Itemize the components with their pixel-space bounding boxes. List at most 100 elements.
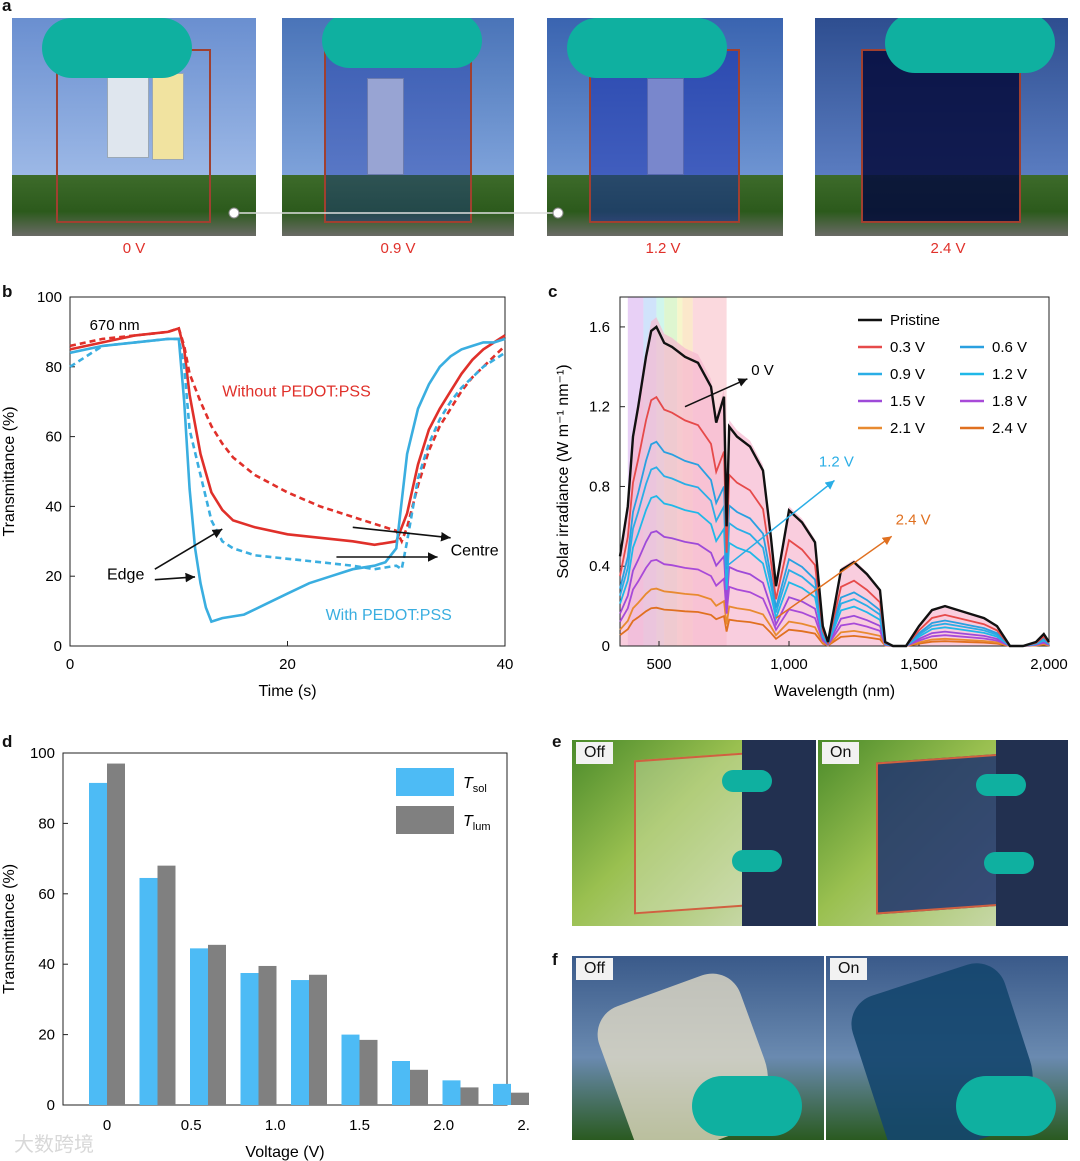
x-axis-label: Wavelength (nm) [774, 683, 895, 700]
y-tick-label: 0 [54, 638, 62, 655]
x-tick-label: 500 [646, 656, 671, 673]
plot-frame [62, 752, 508, 1106]
x-tick-label: 0 [66, 656, 74, 673]
y-tick-label: 40 [45, 498, 62, 515]
watermark: 大数跨境 [14, 1134, 94, 1156]
chart-b: 0 20 40 60 80 100 0 20 40 Time (s) Transmittance (… [1, 289, 514, 700]
x-axis-label: Time (s) [258, 683, 316, 700]
series-line-2 [69, 337, 506, 624]
panel-label-a: a [2, 0, 12, 15]
bar-T_lum-2.4 [511, 1092, 529, 1105]
photo-f-on: On [826, 956, 1068, 1140]
series-line-3 [69, 337, 506, 572]
legend-label: Pristine [890, 312, 940, 329]
bar-T_lum-1.2 [309, 974, 327, 1105]
series-line-1-5-V [619, 530, 1050, 647]
legend-subscript: sol [473, 783, 487, 795]
bar-T_lum-0 [107, 763, 125, 1105]
arrow-0 [154, 528, 223, 570]
panel-label-d: d [2, 732, 13, 751]
bar-T_lum-0.6 [208, 944, 226, 1105]
x-tick-label: 1.5 [349, 1117, 370, 1134]
bar-T_lum-0.9 [258, 965, 277, 1105]
y-axis-label: Transmittance (%) [1, 406, 18, 536]
voltage-label-0-9v: 0.9 V [380, 240, 416, 257]
y-tick-label: 40 [38, 956, 55, 973]
label-edge: Edge [107, 567, 144, 584]
x-tick-label: 40 [497, 656, 514, 673]
x-tick-label: 1,000 [770, 656, 808, 673]
x-tick-label: 1.0 [265, 1117, 286, 1134]
photo-0v [12, 18, 256, 236]
series-line-0 [69, 326, 506, 547]
series-line-2-1-V [619, 587, 1050, 647]
label-with-pedot: With PEDOT:PSS [326, 607, 452, 624]
x-axis-label: Voltage (V) [245, 1144, 324, 1161]
photo-e-on: On [818, 740, 1068, 926]
voltage-label-2-4v: 2.4 V [930, 240, 966, 257]
y-tick-label: 1.2 [589, 399, 610, 416]
legend-label: 1.2 V [992, 366, 1027, 383]
bar-T_sol-0 [89, 782, 107, 1105]
x-tick-label: 0.5 [181, 1117, 202, 1134]
series-line-1 [69, 326, 506, 545]
legend-swatch-T_lum [396, 806, 454, 834]
arrow-0v [684, 378, 748, 408]
legend-label: 0.3 V [890, 339, 925, 356]
bar-T_sol-0.9 [240, 973, 259, 1105]
tag-f-off: Off [576, 958, 614, 980]
photo-2-4v [815, 18, 1068, 236]
tag-e-on: On [822, 742, 860, 764]
y-tick-label: 60 [45, 429, 62, 446]
chart-d: 0 20 40 60 80 100 0 0.5 1.0 1.5 2.0 2.5 Voltage (V) T… [1, 745, 530, 1161]
voltage-label-0v: 0 V [122, 240, 146, 257]
y-tick-label: 80 [38, 815, 55, 832]
tag-f-on: On [830, 958, 868, 980]
tag-e-off: Off [576, 742, 614, 764]
bar-T_sol-2.4 [493, 1083, 511, 1105]
chart-c: 0 0.4 0.8 1.2 1.6 500 1,000 1,500 2,000 Wavelengt… [555, 296, 1068, 700]
series-line-2-4-V [619, 606, 1050, 647]
plot-frame [619, 296, 1050, 647]
series-line-1-2-V [619, 494, 1050, 647]
legend-swatch-T_sol [396, 768, 454, 796]
legend-label: 2.1 V [890, 420, 925, 437]
legend-label: 1.5 V [890, 393, 925, 410]
bar-T_lum-1.5 [359, 1039, 378, 1105]
photo-0-9v [282, 18, 514, 236]
y-tick-label: 0 [602, 638, 610, 655]
y-tick-label: 0.4 [589, 558, 610, 575]
annotation-wavelength: 670 nm [90, 317, 140, 334]
panel-label-f: f [552, 950, 558, 969]
y-tick-label: 0 [47, 1097, 55, 1114]
x-tick-label: 1,500 [900, 656, 938, 673]
arrow-2-4v [775, 535, 893, 619]
y-tick-label: 100 [37, 289, 62, 306]
series-line-Pristine [618, 325, 1051, 648]
y-axis-label: Solar irradiance (W m⁻¹ nm⁻¹) [555, 364, 572, 578]
photo-connector [228, 207, 564, 219]
y-axis-label: Transmittance (%) [1, 864, 18, 994]
arrow-1 [154, 572, 196, 583]
label-without-pedot: Without PEDOT:PSS [222, 383, 371, 400]
bar-T_lum-1.8 [410, 1069, 428, 1105]
y-tick-label: 60 [38, 886, 55, 903]
annotation-1-2v: 1.2 V [819, 454, 854, 471]
arrow-2 [352, 526, 451, 542]
voltage-label-1-2v: 1.2 V [645, 240, 681, 257]
series-line-0-9-V [619, 466, 1050, 647]
bar-T_sol-1.5 [341, 1034, 360, 1105]
label-centre: Centre [451, 542, 499, 559]
legend-label-T_lum: Tlum [463, 813, 491, 833]
panel-label-b: b [2, 282, 13, 301]
legend-label: 0.6 V [992, 339, 1027, 356]
bar-T_lum-0.3 [157, 865, 176, 1105]
x-tick-label: 2.5 [517, 1117, 530, 1134]
x-tick-label: 20 [279, 656, 296, 673]
y-tick-label: 1.6 [589, 319, 610, 336]
bar-T_sol-2.1 [442, 1080, 461, 1105]
series-line-1-8-V [619, 558, 1050, 647]
series-line-0-3-V [619, 395, 1050, 647]
y-tick-label: 100 [30, 745, 55, 762]
y-tick-label: 20 [38, 1027, 55, 1044]
